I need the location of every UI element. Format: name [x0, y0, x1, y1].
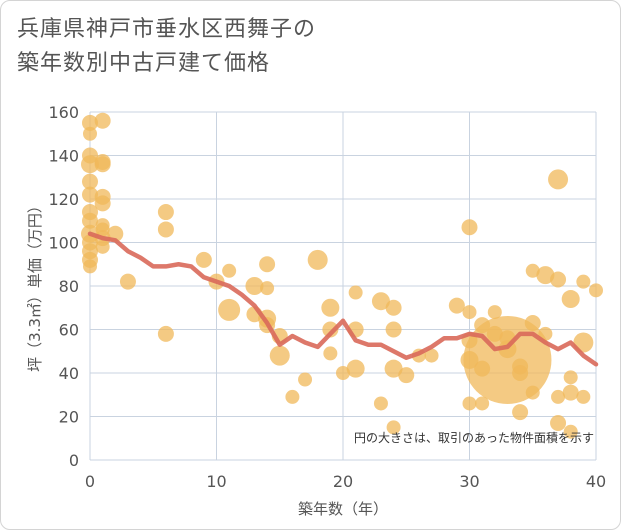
trend-line [87, 231, 599, 367]
bubble-point-44 [323, 346, 338, 361]
axis-ticks: 0 20 40 60 80 100 120 140 160 0 10 20 30 40 [48, 103, 606, 491]
bubble-point-39 [285, 389, 300, 404]
bubble-point-88 [576, 274, 591, 289]
x-tick-label-10: 10 [206, 472, 226, 491]
bubble-point-51 [385, 299, 402, 316]
bubble-point-77 [525, 385, 540, 400]
bubble-point-0 [82, 114, 98, 131]
y-axis-label: 坪（3.3㎡）単価（万円） [26, 198, 44, 372]
bubble-point-29 [222, 263, 237, 278]
bubble-point-24 [157, 204, 174, 221]
bubble-point-34 [260, 281, 275, 296]
bubble-point-83 [550, 415, 567, 432]
bubble-point-90 [576, 389, 591, 404]
bubble-point-52 [385, 321, 402, 338]
bubble-point-3 [81, 155, 99, 174]
bubble-point-12 [83, 259, 97, 274]
y-tick-label-140: 140 [48, 147, 79, 166]
bubble-point-87 [563, 424, 578, 439]
bubble-point-58 [448, 297, 465, 314]
bubble-point-4 [82, 173, 98, 190]
bubble-point-80 [548, 169, 569, 190]
bubble-point-50 [373, 396, 388, 411]
y-tick-label-40: 40 [59, 364, 79, 383]
bubble-point-75 [525, 263, 540, 278]
x-axis-label: 築年数（年） [298, 500, 388, 518]
bubble-point-15 [94, 156, 111, 173]
chart-title-line1: 兵庫県神戸市垂水区西舞子の [17, 17, 317, 42]
bubble-point-46 [348, 285, 363, 300]
bubble-point-30 [218, 298, 241, 321]
bubble-point-54 [386, 420, 401, 435]
bubble-point-33 [259, 256, 276, 273]
chart-title-line2: 築年数別中古戸建て価格 [17, 51, 271, 76]
bubble-point-25 [157, 221, 174, 238]
bubble-point-5 [82, 186, 98, 203]
bubble-point-38 [269, 345, 290, 366]
x-tick-label-0: 0 [85, 472, 95, 491]
bubble-point-49 [371, 292, 390, 311]
bubble-point-45 [336, 366, 350, 380]
bubble-point-31 [245, 277, 264, 295]
bubble-point-27 [195, 251, 212, 268]
chart-title: 兵庫県神戸市垂水区西舞子の 築年数別中古戸建て価格 [17, 13, 316, 81]
y-tick-label-0: 0 [69, 451, 79, 470]
bubble-point-79 [538, 326, 553, 341]
bubble-point-76 [524, 314, 541, 331]
bubble-point-59 [461, 219, 478, 236]
bubble-point-23 [119, 273, 136, 290]
bubble-size-note: 円の大きさは、取引のあった物件面積を示す [354, 430, 594, 445]
bubble-point-26 [157, 325, 174, 342]
y-tick-label-160: 160 [48, 103, 79, 122]
y-tick-label-120: 120 [48, 190, 79, 209]
bubble-point-55 [398, 367, 415, 384]
bubble-point-48 [346, 359, 365, 378]
bubble-point-21 [95, 239, 110, 254]
bubble-point-57 [424, 348, 439, 363]
bubble-point-53 [384, 359, 403, 378]
bubble-point-82 [551, 389, 566, 404]
x-tick-label-40: 40 [586, 472, 606, 491]
bubble-point-91 [589, 283, 603, 298]
bubble-point-84 [561, 290, 580, 309]
bubble-point-40 [298, 372, 313, 387]
bubble-point-86 [562, 384, 579, 401]
y-tick-label-100: 100 [48, 234, 79, 253]
bubble-series [81, 112, 603, 439]
bubble-point-67 [487, 305, 502, 320]
bubble-point-73 [512, 365, 529, 381]
bubble-point-13 [94, 112, 111, 129]
trend-line-group [87, 231, 599, 367]
bubble-point-85 [563, 370, 578, 385]
bubble-point-60 [462, 305, 477, 320]
y-tick-label-20: 20 [59, 408, 79, 427]
bubble-point-78 [536, 266, 555, 285]
bubble-point-74 [512, 404, 529, 421]
bubble-point-81 [550, 271, 567, 288]
x-tick-label-30: 30 [459, 472, 479, 491]
y-tick-label-80: 80 [59, 277, 79, 296]
bubble-point-7 [82, 212, 98, 229]
y-tick-label-60: 60 [59, 321, 79, 340]
bubble-point-66 [475, 396, 490, 411]
bubble-point-1 [83, 126, 97, 141]
bubble-point-63 [462, 396, 477, 411]
bubble-point-42 [321, 298, 340, 317]
bubble-point-17 [94, 195, 111, 212]
bubble-point-41 [307, 249, 328, 270]
bubble-point-43 [322, 321, 339, 338]
x-tick-label-20: 20 [333, 472, 353, 491]
